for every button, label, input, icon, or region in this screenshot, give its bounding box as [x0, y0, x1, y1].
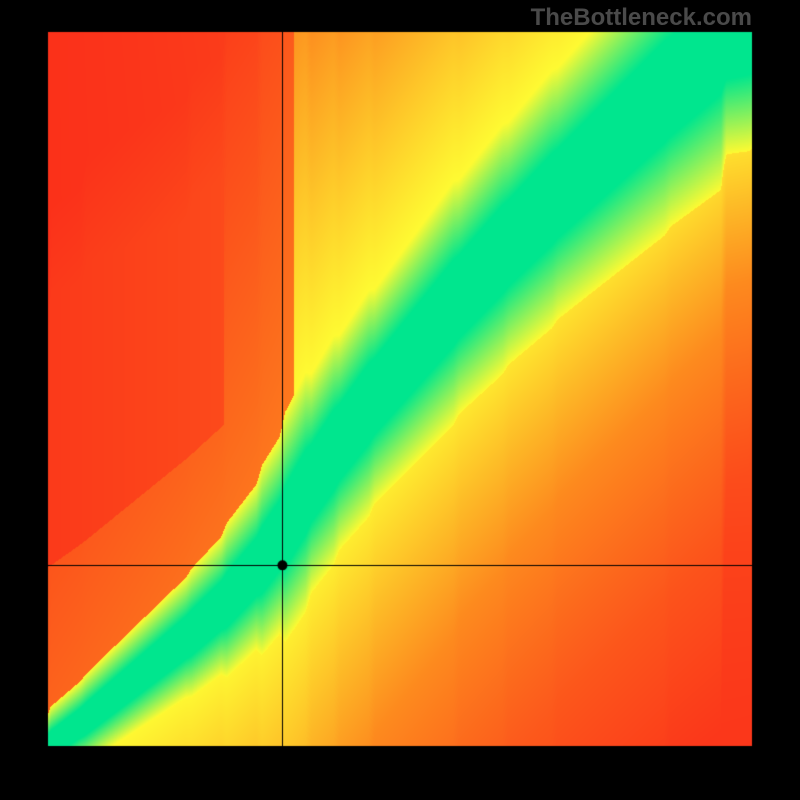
watermark-text: TheBottleneck.com: [531, 4, 752, 32]
bottleneck-heatmap: [0, 0, 800, 800]
